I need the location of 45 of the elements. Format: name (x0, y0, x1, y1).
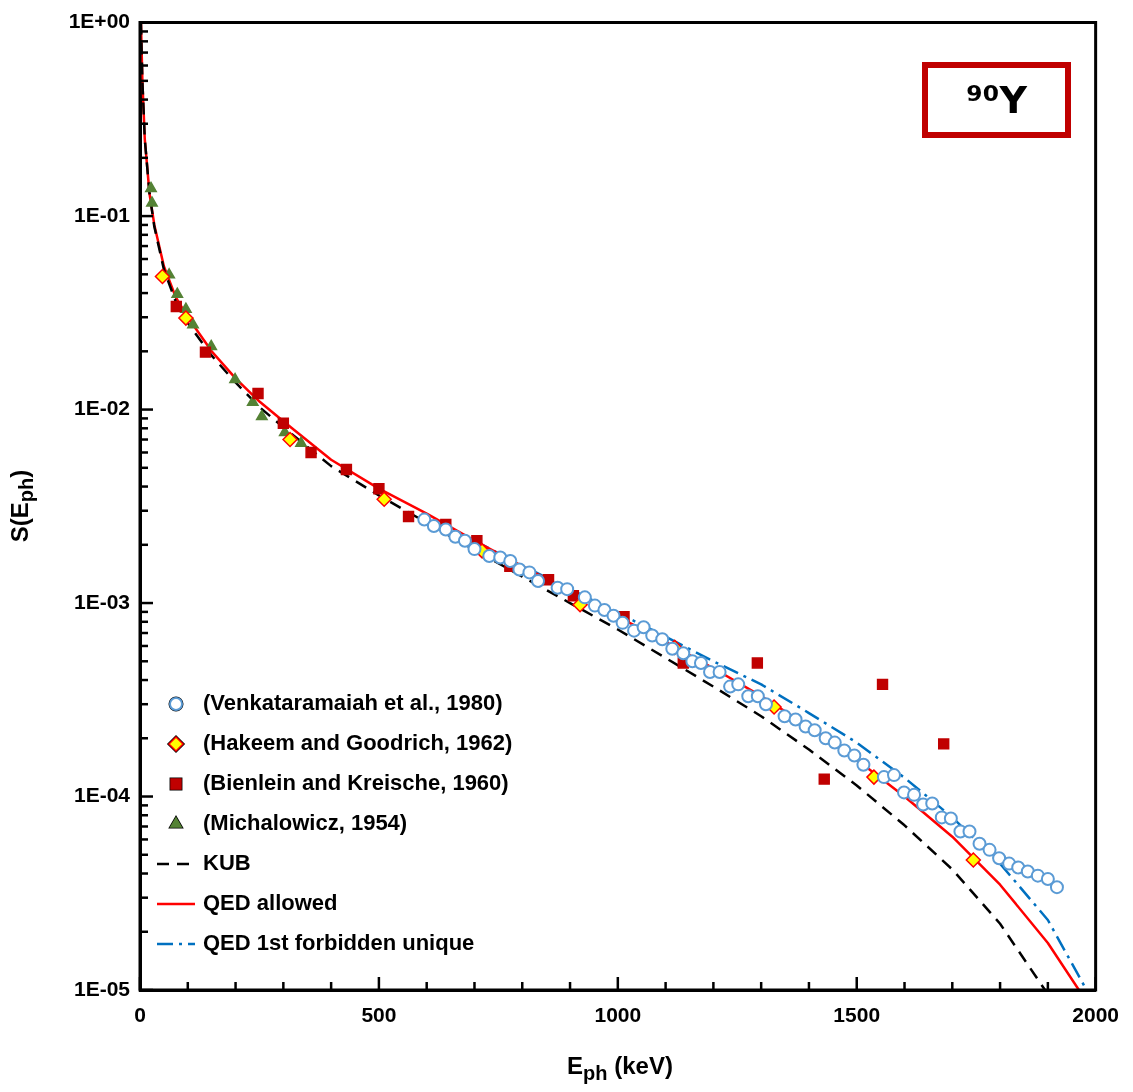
annotation: ⁹⁰Y (922, 62, 1071, 138)
y-tick-label: 1E-01 (73, 202, 131, 226)
legend-label: (Michalowicz, 1954) (203, 810, 408, 836)
y-tick-label: 1E-04 (73, 783, 131, 807)
legend-label: QED allowed (203, 890, 338, 916)
point (199, 346, 212, 358)
legend-label: (Bienlein and Kreische, 1960) (203, 770, 509, 796)
legend-label: QED 1st forbidden unique (203, 930, 475, 956)
point (246, 395, 259, 407)
x-tick-label: 2000 (1072, 1003, 1119, 1027)
point (376, 491, 392, 507)
point (938, 738, 950, 750)
legend-label: (Hakeem and Goodrich, 1962) (203, 730, 513, 756)
point (229, 372, 242, 384)
point (252, 387, 264, 400)
point (255, 409, 268, 421)
point (178, 310, 194, 326)
x-tick-label: 0 (134, 1003, 146, 1027)
point (154, 268, 171, 285)
point (818, 773, 830, 785)
x-tick-label: 1500 (833, 1003, 881, 1027)
y-tick-label: 1E+00 (68, 9, 130, 33)
point (965, 852, 982, 868)
point (146, 196, 158, 207)
legend-label: KUB (203, 850, 251, 876)
x-tick-label: 500 (361, 1003, 397, 1027)
point (373, 482, 385, 495)
point (170, 300, 183, 313)
point (171, 287, 184, 298)
point (187, 318, 199, 329)
x-axis-title: E$_{ph}$ (keV) (566, 1052, 674, 1085)
point (282, 431, 298, 448)
y-tick-label: 1E-03 (73, 589, 130, 613)
point (305, 446, 317, 459)
legend-label: (Venkataramaiah et al., 1980) (203, 690, 503, 716)
point (295, 436, 307, 447)
point (402, 510, 415, 523)
point (340, 463, 353, 476)
x-tick-label: 1000 (594, 1003, 642, 1027)
point (876, 678, 889, 691)
point (145, 181, 157, 193)
point (277, 417, 290, 429)
y-tick-label: 1E-05 (73, 976, 131, 1000)
y-tick-label: 1E-02 (73, 396, 130, 420)
point (751, 657, 764, 669)
